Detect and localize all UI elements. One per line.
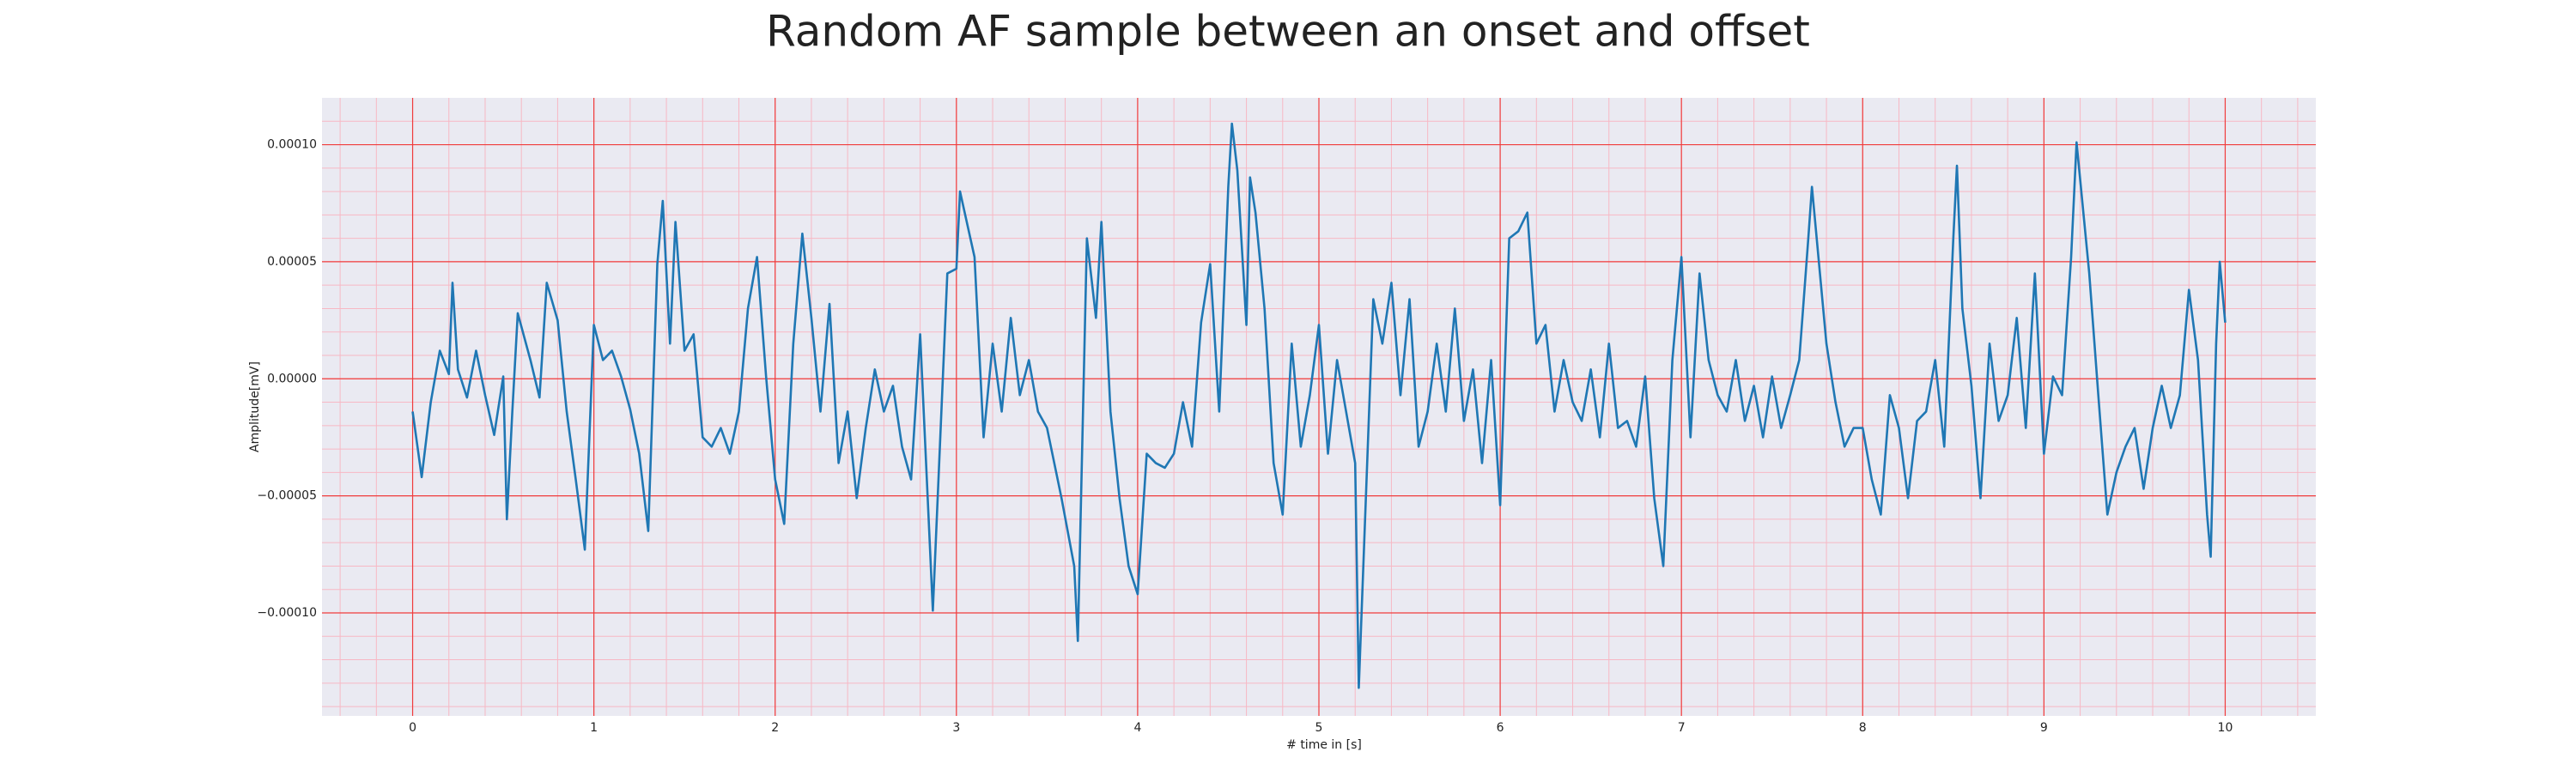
x-tick-label: 5: [1315, 721, 1323, 735]
signal-line: [411, 122, 2227, 689]
y-tick-label: 0.00005: [267, 255, 317, 269]
x-tick-label: 3: [952, 721, 960, 735]
x-tick-label: 0: [409, 721, 416, 735]
y-axis-label: Amplitude[mV]: [248, 361, 262, 452]
x-tick-label: 6: [1497, 721, 1504, 735]
x-tick-label: 2: [771, 721, 779, 735]
x-tick-label: 7: [1678, 721, 1686, 735]
x-tick-label: 1: [590, 721, 598, 735]
y-tick-label: 0.00010: [267, 138, 317, 152]
chart-title: Random AF sample between an onset and of…: [766, 7, 1810, 57]
y-tick-label: −0.00005: [257, 489, 317, 503]
x-tick-label: 9: [2040, 721, 2048, 735]
y-tick-label: −0.00010: [257, 606, 317, 620]
x-tick-label: 8: [1859, 721, 1867, 735]
x-tick-label: 10: [2218, 721, 2233, 735]
y-tick-label: 0.00000: [267, 372, 317, 385]
x-tick-label: 4: [1133, 721, 1141, 735]
x-axis-label: # time in [s]: [1286, 738, 1362, 752]
